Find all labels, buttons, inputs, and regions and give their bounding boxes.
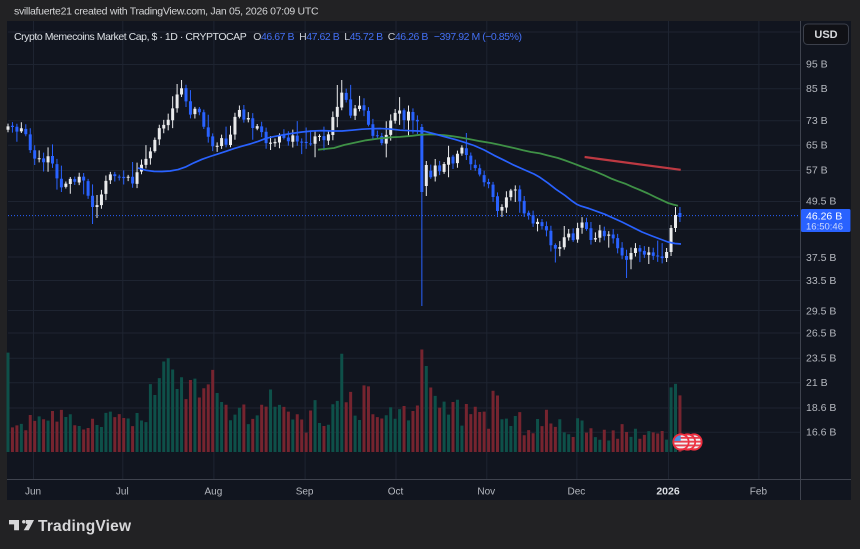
- svg-text:85 B: 85 B: [806, 83, 828, 95]
- svg-text:Feb: Feb: [750, 487, 768, 498]
- svg-text:46.26 B: 46.26 B: [806, 211, 842, 223]
- svg-text:18.6 B: 18.6 B: [806, 402, 836, 414]
- svg-text:Sep: Sep: [296, 487, 314, 498]
- svg-text:57 B: 57 B: [806, 165, 828, 177]
- svg-text:TradingView: TradingView: [38, 518, 132, 535]
- svg-text:65 B: 65 B: [806, 139, 828, 151]
- svg-text:svillafuerte21 created with Tr: svillafuerte21 created with TradingView.…: [14, 6, 319, 18]
- svg-text:21 B: 21 B: [806, 377, 828, 389]
- svg-text:Jun: Jun: [25, 487, 41, 498]
- svg-text:2026: 2026: [656, 486, 680, 498]
- svg-text:16:50:46: 16:50:46: [806, 222, 843, 233]
- svg-text:95 B: 95 B: [806, 59, 828, 71]
- svg-text:16.6 B: 16.6 B: [806, 427, 836, 439]
- svg-text:Dec: Dec: [568, 487, 586, 498]
- svg-text:26.5 B: 26.5 B: [806, 328, 836, 340]
- svg-text:Aug: Aug: [205, 487, 223, 498]
- svg-text:29.5 B: 29.5 B: [806, 306, 836, 318]
- svg-text:33.5 B: 33.5 B: [806, 275, 836, 287]
- svg-text:23.5 B: 23.5 B: [806, 353, 836, 365]
- svg-text:37.5 B: 37.5 B: [806, 252, 836, 264]
- svg-text:Oct: Oct: [388, 487, 404, 498]
- svg-text:49.5 B: 49.5 B: [806, 196, 836, 208]
- svg-text:73 B: 73 B: [806, 115, 828, 127]
- svg-text:Jul: Jul: [116, 487, 129, 498]
- svg-text:Crypto Memecoins Market Cap, $: Crypto Memecoins Market Cap, $ · 1D · CR…: [14, 31, 522, 43]
- svg-text:USD: USD: [814, 29, 837, 41]
- svg-text:Nov: Nov: [477, 487, 495, 498]
